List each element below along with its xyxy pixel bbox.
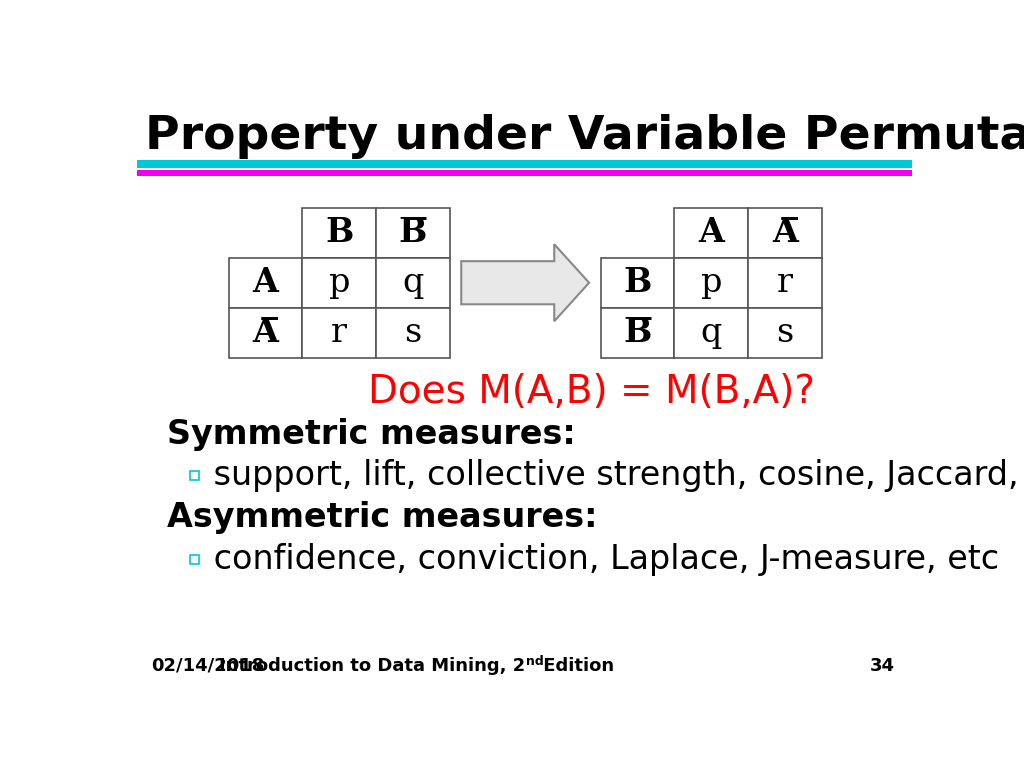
- Text: s: s: [404, 316, 422, 349]
- Text: Introduction to Data Mining, 2: Introduction to Data Mining, 2: [218, 657, 524, 675]
- Text: confidence, conviction, Laplace, J-measure, etc: confidence, conviction, Laplace, J-measu…: [203, 543, 999, 576]
- Bar: [228, 258, 302, 308]
- Bar: [675, 207, 748, 258]
- Text: support, lift, collective strength, cosine, Jaccard, etc: support, lift, collective strength, cosi…: [203, 459, 1024, 492]
- Text: p: p: [329, 266, 350, 299]
- Text: Symmetric measures:: Symmetric measures:: [167, 419, 575, 452]
- Text: s: s: [776, 316, 794, 349]
- Text: B̅: B̅: [624, 316, 651, 349]
- Bar: [137, 170, 912, 176]
- Text: r: r: [777, 266, 793, 299]
- Text: p: p: [700, 266, 722, 299]
- Bar: [675, 308, 748, 358]
- Text: Does M(A,B) = M(B,A)?: Does M(A,B) = M(B,A)?: [369, 373, 815, 412]
- Bar: [137, 160, 912, 168]
- Bar: [302, 258, 376, 308]
- Text: A̅: A̅: [253, 316, 279, 349]
- Text: B̅: B̅: [398, 216, 427, 249]
- Text: nd: nd: [525, 655, 544, 668]
- Bar: [302, 308, 376, 358]
- Text: A: A: [698, 216, 724, 249]
- Bar: [376, 258, 450, 308]
- Text: A: A: [253, 266, 279, 300]
- Text: q: q: [402, 266, 424, 299]
- Text: A̅: A̅: [772, 216, 798, 249]
- Text: 02/14/2018: 02/14/2018: [152, 657, 264, 675]
- Bar: [190, 472, 199, 480]
- Bar: [601, 308, 675, 358]
- Bar: [748, 207, 821, 258]
- Text: Edition: Edition: [538, 657, 614, 675]
- Bar: [748, 308, 821, 358]
- Bar: [190, 555, 199, 564]
- Text: B: B: [325, 216, 353, 249]
- Text: q: q: [700, 316, 722, 349]
- Bar: [302, 207, 376, 258]
- Bar: [675, 258, 748, 308]
- Text: r: r: [331, 316, 347, 349]
- Text: Property under Variable Permutation: Property under Variable Permutation: [145, 114, 1024, 159]
- Bar: [748, 258, 821, 308]
- Bar: [601, 258, 675, 308]
- Bar: [376, 308, 450, 358]
- Text: B: B: [624, 266, 651, 300]
- Bar: [376, 207, 450, 258]
- Text: Asymmetric measures:: Asymmetric measures:: [167, 502, 597, 535]
- Text: 34: 34: [870, 657, 895, 675]
- Polygon shape: [461, 244, 589, 321]
- Bar: [228, 308, 302, 358]
